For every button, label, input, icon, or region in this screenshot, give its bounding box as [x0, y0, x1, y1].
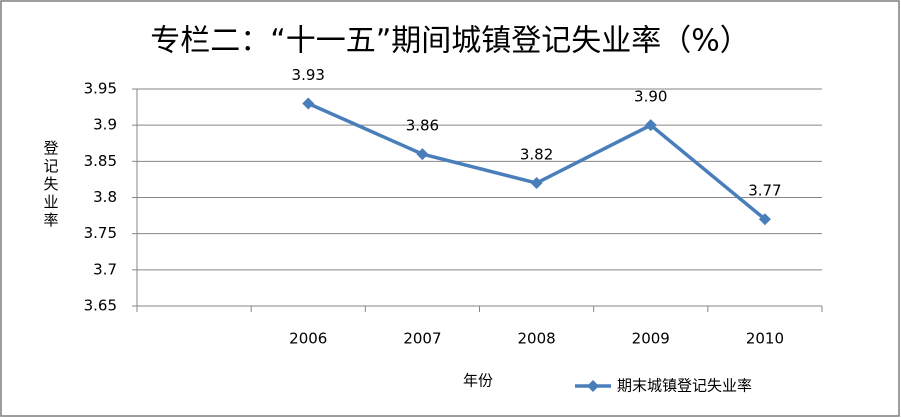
chart-title: 专栏二：“十一五”期间城镇登记失业率（%） [150, 24, 750, 59]
data-label: 3.82 [520, 146, 553, 164]
x-tick-label: 2007 [403, 330, 441, 348]
legend-label: 期末城镇登记失业率 [617, 377, 752, 395]
legend-marker [587, 380, 599, 392]
y-tick-label: 3.75 [84, 224, 117, 242]
x-tick-label: 2009 [632, 330, 670, 348]
x-tick-label: 2008 [517, 330, 555, 348]
data-label: 3.77 [748, 182, 781, 200]
data-label: 3.86 [406, 117, 439, 135]
data-marker [416, 148, 429, 161]
data-marker [644, 119, 657, 132]
y-axis-title: 登记失业率 [42, 140, 60, 230]
data-label: 3.90 [634, 88, 667, 106]
y-tick-label: 3.95 [84, 80, 117, 98]
data-marker [302, 97, 315, 110]
y-tick-label: 3.8 [93, 188, 117, 206]
y-tick-label: 3.85 [84, 152, 117, 170]
y-tick-label: 3.65 [84, 297, 117, 315]
data-marker [758, 213, 771, 226]
y-tick-label: 3.9 [93, 116, 117, 134]
x-tick-label: 2006 [289, 330, 327, 348]
x-axis-title: 年份 [463, 372, 493, 390]
data-marker [530, 177, 543, 190]
data-label: 3.93 [292, 66, 325, 84]
y-tick-label: 3.7 [93, 260, 117, 278]
x-tick-label: 2010 [746, 330, 784, 348]
